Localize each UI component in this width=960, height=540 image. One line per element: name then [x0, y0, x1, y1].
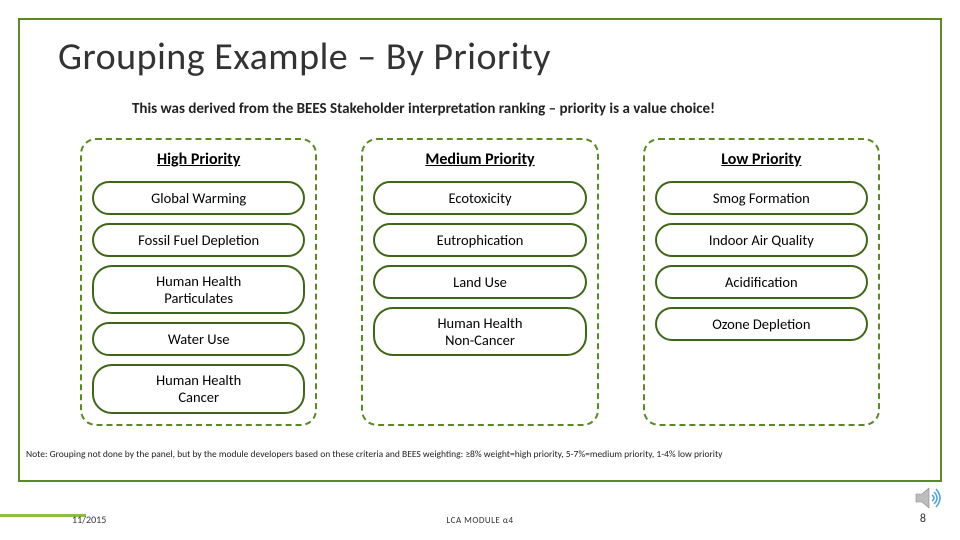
slide-title: Grouping Example – By Priority	[58, 34, 551, 80]
column-high-priority: High Priority Global Warming Fossil Fuel…	[80, 138, 317, 426]
priority-pill: Land Use	[373, 265, 586, 299]
column-header: Low Priority	[655, 148, 868, 173]
priority-pill: Ozone Depletion	[655, 307, 868, 341]
column-medium-priority: Medium Priority Ecotoxicity Eutrophicati…	[361, 138, 598, 426]
priority-pill: Human HealthCancer	[92, 364, 305, 413]
column-header: Medium Priority	[373, 148, 586, 173]
priority-pill: Acidification	[655, 265, 868, 299]
priority-pill: Human HealthNon-Cancer	[373, 307, 586, 356]
priority-pill: Indoor Air Quality	[655, 223, 868, 257]
priority-pill: Human HealthParticulates	[92, 265, 305, 314]
priority-pill: Fossil Fuel Depletion	[92, 223, 305, 257]
priority-columns: High Priority Global Warming Fossil Fuel…	[80, 138, 880, 426]
priority-pill: Eutrophication	[373, 223, 586, 257]
priority-pill: Global Warming	[92, 181, 305, 215]
footer-page-number: 8	[920, 512, 926, 526]
column-header: High Priority	[92, 148, 305, 173]
priority-pill: Ecotoxicity	[373, 181, 586, 215]
priority-pill: Smog Formation	[655, 181, 868, 215]
footer: 11/2015 LCA MODULE α4 8	[0, 502, 960, 540]
slide: Grouping Example – By Priority This was …	[0, 0, 960, 540]
slide-subtitle: This was derived from the BEES Stakehold…	[132, 100, 900, 118]
footer-module-label: LCA MODULE α4	[0, 515, 960, 526]
speaker-icon	[914, 486, 942, 510]
column-low-priority: Low Priority Smog Formation Indoor Air Q…	[643, 138, 880, 426]
priority-pill: Water Use	[92, 322, 305, 356]
footnote: Note: Grouping not done by the panel, bu…	[26, 448, 934, 460]
